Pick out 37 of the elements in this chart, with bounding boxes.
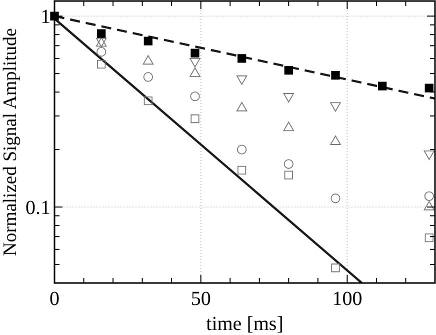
- x-tick-label: 50: [190, 288, 211, 310]
- point: [330, 194, 340, 204]
- point: [378, 82, 387, 90]
- point: [284, 170, 293, 180]
- point: [143, 72, 153, 82]
- point: [238, 54, 246, 63]
- point: [96, 47, 106, 57]
- point: [190, 92, 200, 102]
- point: [190, 114, 200, 124]
- point: [424, 233, 434, 242]
- y-tick-label: 1: [40, 6, 50, 28]
- point: [331, 264, 340, 272]
- point: [238, 166, 246, 174]
- point: [424, 191, 434, 201]
- x-tick-label: 100: [332, 288, 362, 310]
- point: [190, 48, 200, 58]
- point: [284, 159, 294, 169]
- y-tick-label: 0.1: [26, 197, 50, 220]
- point: [331, 70, 340, 80]
- y-axis-title: Normalized Signal Amplitude: [0, 28, 21, 256]
- point: [144, 96, 152, 106]
- point: [424, 84, 434, 92]
- point: [142, 55, 154, 65]
- point: [424, 150, 435, 160]
- point: [97, 29, 106, 38]
- point: [190, 58, 200, 68]
- point: [284, 66, 293, 75]
- point: [237, 144, 247, 154]
- point: [144, 36, 152, 46]
- x-axis-title: time [ms]: [206, 313, 284, 335]
- x-tick-label: 0: [50, 288, 60, 310]
- point: [236, 75, 248, 85]
- point: [283, 93, 294, 102]
- point: [97, 60, 106, 69]
- point: [330, 102, 341, 112]
- point: [283, 122, 294, 132]
- point: [330, 136, 341, 145]
